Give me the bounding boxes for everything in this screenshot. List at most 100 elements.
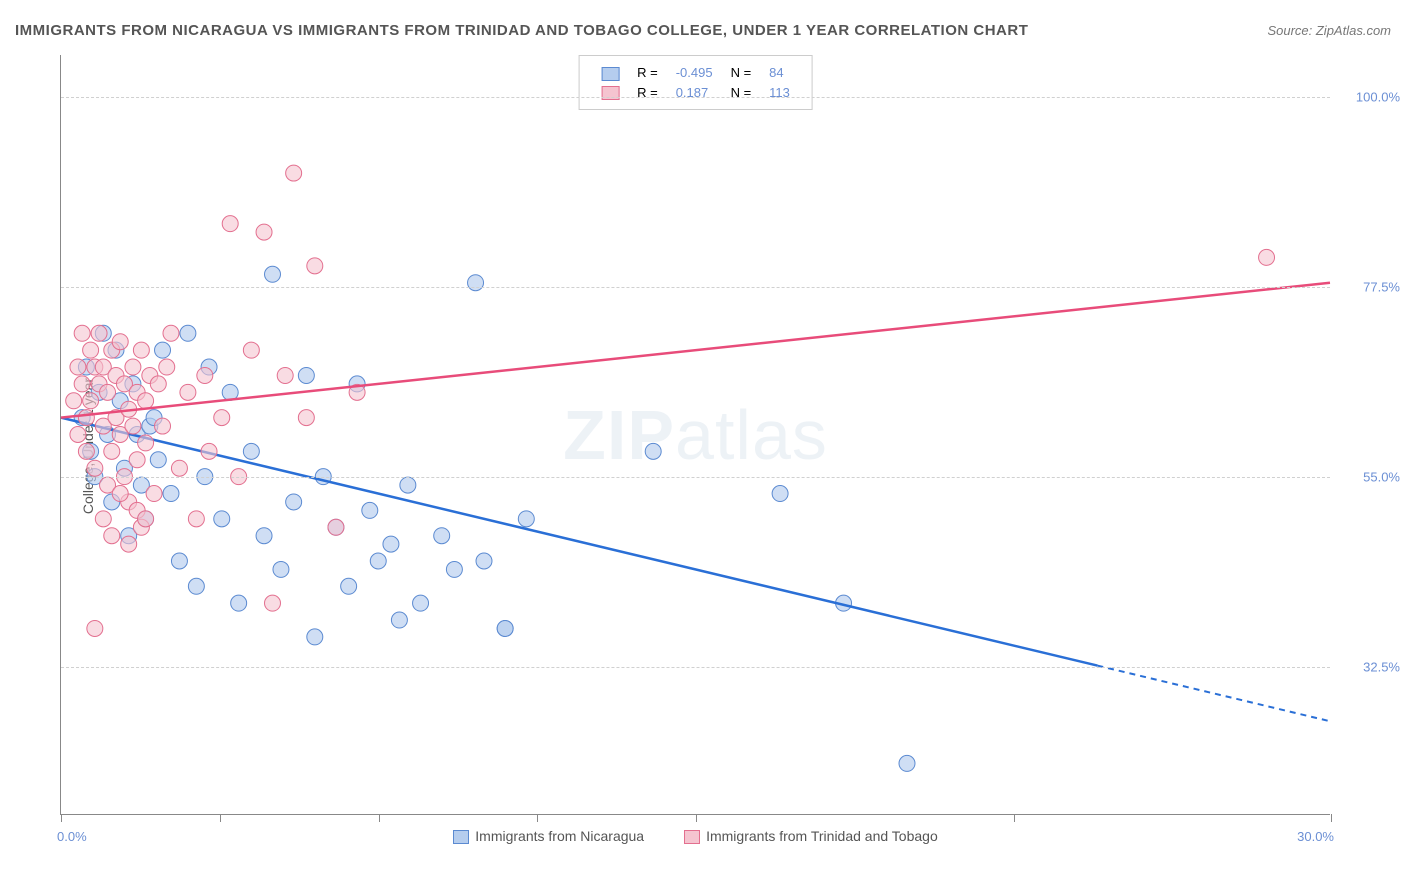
scatter-point	[91, 325, 107, 341]
scatter-point	[188, 578, 204, 594]
scatter-point	[121, 536, 137, 552]
gridline	[61, 287, 1330, 288]
scatter-point	[231, 595, 247, 611]
scatter-point	[307, 629, 323, 645]
legend-item: Immigrants from Nicaragua	[453, 828, 644, 844]
scatter-point	[298, 410, 314, 426]
scatter-point	[362, 502, 378, 518]
scatter-point	[78, 443, 94, 459]
chart-container: IMMIGRANTS FROM NICARAGUA VS IMMIGRANTS …	[0, 0, 1406, 892]
y-tick-label: 32.5%	[1363, 660, 1400, 675]
scatter-point	[104, 443, 120, 459]
scatter-point	[286, 494, 302, 510]
scatter-point	[171, 553, 187, 569]
legend-r-value-2: 0.187	[668, 84, 721, 102]
scatter-point	[518, 511, 534, 527]
scatter-point	[243, 342, 259, 358]
gridline	[61, 477, 1330, 478]
x-tick	[537, 814, 538, 822]
legend-label: Immigrants from Nicaragua	[475, 828, 644, 844]
scatter-point	[201, 443, 217, 459]
gridline	[61, 97, 1330, 98]
scatter-point	[497, 620, 513, 636]
legend-item: Immigrants from Trinidad and Tobago	[684, 828, 938, 844]
title-bar: IMMIGRANTS FROM NICARAGUA VS IMMIGRANTS …	[15, 15, 1391, 45]
legend-r-value-1: -0.495	[668, 64, 721, 82]
scatter-point	[155, 418, 171, 434]
scatter-point	[112, 486, 128, 502]
scatter-point	[83, 342, 99, 358]
scatter-point	[100, 384, 116, 400]
scatter-point	[66, 393, 82, 409]
x-label-left: 0.0%	[57, 829, 87, 844]
scatter-point	[383, 536, 399, 552]
scatter-point	[265, 266, 281, 282]
scatter-point	[400, 477, 416, 493]
scatter-point	[70, 427, 86, 443]
scatter-point	[772, 486, 788, 502]
scatter-point	[1259, 249, 1275, 265]
scatter-point	[180, 325, 196, 341]
scatter-point	[163, 325, 179, 341]
scatter-point	[95, 511, 111, 527]
scatter-point	[446, 561, 462, 577]
scatter-point	[159, 359, 175, 375]
scatter-point	[222, 216, 238, 232]
scatter-point	[112, 334, 128, 350]
scatter-point	[150, 376, 166, 392]
x-tick	[1331, 814, 1332, 822]
scatter-point	[87, 620, 103, 636]
scatter-point	[298, 367, 314, 383]
scatter-point	[188, 511, 204, 527]
scatter-point	[197, 367, 213, 383]
legend-n-label: N =	[723, 64, 760, 82]
scatter-point	[899, 755, 915, 771]
plot-area: ZIPatlas R = -0.495 N = 84 R = 0.187 N =…	[60, 55, 1330, 815]
legend-n-label: N =	[723, 84, 760, 102]
scatter-point	[133, 342, 149, 358]
legend-swatch-blue	[601, 67, 619, 81]
scatter-point	[214, 410, 230, 426]
scatter-point	[138, 435, 154, 451]
x-label-right: 30.0%	[1297, 829, 1334, 844]
legend-r-label: R =	[629, 64, 666, 82]
scatter-point	[138, 393, 154, 409]
scatter-point	[171, 460, 187, 476]
scatter-point	[87, 460, 103, 476]
scatter-point	[74, 325, 90, 341]
gridline	[61, 667, 1330, 668]
scatter-point	[125, 359, 141, 375]
scatter-point	[265, 595, 281, 611]
legend-swatch	[684, 830, 700, 844]
scatter-point	[328, 519, 344, 535]
scatter-point	[307, 258, 323, 274]
scatter-point	[645, 443, 661, 459]
legend-row-1: R = -0.495 N = 84	[593, 64, 798, 82]
scatter-point	[150, 452, 166, 468]
series-legend: Immigrants from Nicaragua Immigrants from…	[61, 828, 1330, 844]
scatter-point	[256, 528, 272, 544]
chart-source: Source: ZipAtlas.com	[1267, 23, 1391, 38]
x-tick	[1014, 814, 1015, 822]
scatter-point	[214, 511, 230, 527]
legend-label: Immigrants from Trinidad and Tobago	[706, 828, 938, 844]
scatter-point	[256, 224, 272, 240]
scatter-point	[370, 553, 386, 569]
y-tick-label: 100.0%	[1356, 90, 1400, 105]
correlation-legend: R = -0.495 N = 84 R = 0.187 N = 113	[578, 55, 813, 110]
scatter-point	[155, 342, 171, 358]
scatter-point	[413, 595, 429, 611]
x-tick	[220, 814, 221, 822]
scatter-point	[146, 486, 162, 502]
scatter-point	[83, 393, 99, 409]
scatter-point	[391, 612, 407, 628]
legend-swatch	[453, 830, 469, 844]
scatter-point	[476, 553, 492, 569]
scatter-point	[468, 275, 484, 291]
scatter-point	[138, 511, 154, 527]
scatter-point	[277, 367, 293, 383]
scatter-point	[125, 418, 141, 434]
scatter-point	[273, 561, 289, 577]
scatter-point	[74, 376, 90, 392]
scatter-point	[434, 528, 450, 544]
